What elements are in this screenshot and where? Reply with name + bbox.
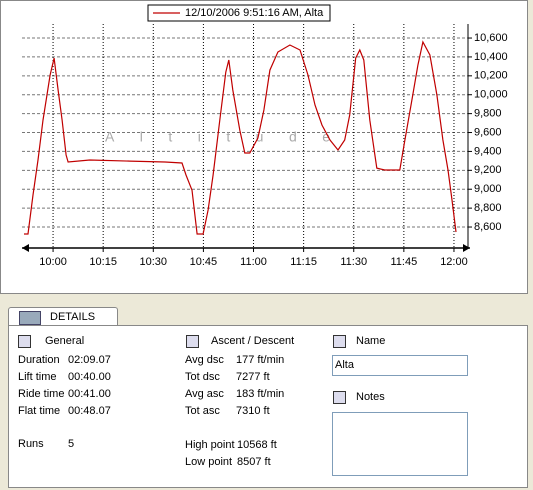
name-value: Alta	[335, 359, 354, 371]
field-value: 8507 ft	[237, 456, 271, 468]
field-label: Duration	[18, 354, 60, 366]
field-label: Avg dsc	[185, 354, 224, 366]
y-tick-label: 10,600	[474, 32, 508, 44]
y-tick-label: 9,000	[474, 183, 502, 195]
x-tick-label: 11:00	[240, 256, 267, 268]
section-title: Notes	[356, 391, 385, 403]
x-tick-label: 10:15	[89, 256, 117, 268]
x-tick-label: 11:15	[290, 256, 317, 268]
notes-input[interactable]	[332, 412, 468, 476]
y-tick-label: 9,200	[474, 164, 502, 176]
x-tick-label: 11:45	[390, 256, 417, 268]
field-value: 00:41.00	[68, 388, 111, 400]
field-value: 00:40.00	[68, 371, 111, 383]
field-value: 177 ft/min	[236, 354, 285, 366]
line-series	[24, 40, 457, 235]
details-tab[interactable]: DETAILS	[8, 307, 118, 326]
field-label: High point	[185, 439, 235, 451]
ascent-icon	[186, 335, 199, 348]
field-value: 7277 ft	[236, 371, 270, 383]
general-icon	[18, 335, 31, 348]
y-tick-label: 10,400	[474, 51, 508, 63]
chart-frame	[0, 0, 528, 294]
axis-arrow	[22, 244, 29, 252]
x-tick-label: 12:00	[440, 256, 468, 268]
field-value: 02:09.07	[68, 354, 111, 366]
x-tick-label: 10:30	[140, 256, 168, 268]
section-title: General	[45, 335, 85, 347]
y-tick-label: 9,400	[474, 145, 502, 157]
x-tick-label: 11:30	[340, 256, 367, 268]
y-tick-label: 9,800	[474, 108, 502, 120]
tab-icon	[19, 311, 41, 325]
section-title: Name	[356, 335, 386, 347]
y-tick-label: 10,000	[474, 89, 508, 101]
name-input[interactable]: Alta	[332, 355, 468, 376]
legend-box	[147, 4, 331, 22]
legend: 12/10/2006 9:51:16 AM, Alta	[147, 4, 331, 22]
y-tick-label: 8,600	[474, 221, 502, 233]
field-value: 10568 ft	[237, 439, 277, 451]
section-title: Ascent / Descent	[211, 335, 295, 347]
field-label: Runs	[18, 438, 44, 450]
y-tick-label: 10,200	[474, 70, 508, 82]
axis-arrow	[463, 244, 470, 252]
field-label: Flat time	[18, 405, 61, 417]
field-value: 183 ft/min	[236, 388, 285, 400]
field-value: 7310 ft	[236, 405, 270, 417]
y-tick-label: 8,800	[474, 202, 502, 214]
tab-label: DETAILS	[50, 311, 96, 323]
chart: 8,600 8,800 9,000 9,200 9,400 9,600 9,800 10,00…	[0, 0, 528, 294]
field-label: Tot asc	[185, 405, 220, 417]
field-value: 00:48.07	[68, 405, 111, 417]
field-value: 5	[68, 438, 75, 450]
field-label: Tot dsc	[185, 371, 220, 383]
x-tick-label: 10:45	[190, 256, 218, 268]
legend-label: 12/10/2006 9:51:16 AM, Alta	[185, 7, 324, 19]
field-label: Lift time	[18, 371, 57, 383]
name-icon	[333, 335, 346, 348]
y-tick-label: 9,600	[474, 126, 502, 138]
notes-icon	[333, 391, 346, 404]
x-tick-label: 10:00	[39, 256, 67, 268]
field-label: Avg asc	[185, 388, 224, 400]
field-label: Ride time	[18, 388, 65, 400]
field-label: Low point	[185, 456, 233, 468]
